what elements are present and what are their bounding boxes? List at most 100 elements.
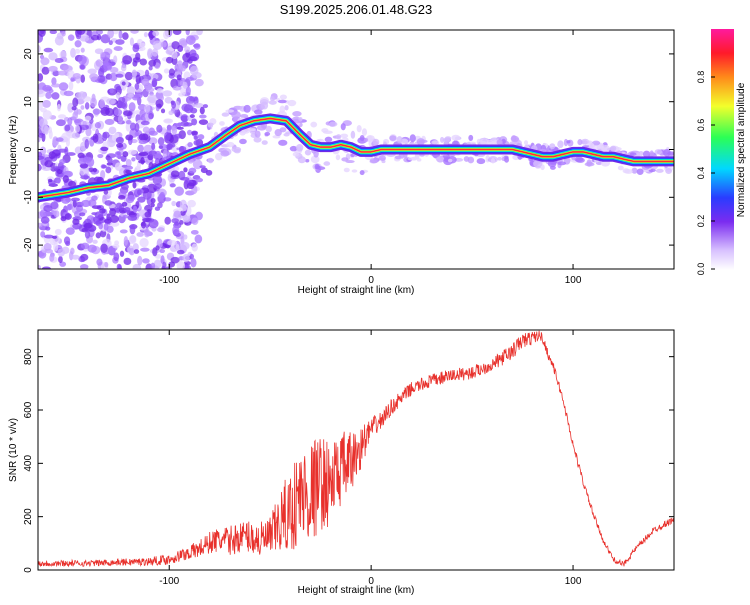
spectrogram-noise-blob bbox=[180, 114, 189, 123]
spectrogram-noise-blob bbox=[340, 133, 349, 139]
colorbar-tick-label: 0.6 bbox=[696, 119, 706, 132]
spectrogram-noise-blob bbox=[132, 243, 139, 252]
spectrogram-noise-blob bbox=[118, 195, 126, 200]
spectrogram-noise-blob bbox=[154, 153, 162, 158]
spectrogram-noise-blob bbox=[68, 81, 74, 91]
spectrogram-noise-blob bbox=[136, 232, 144, 237]
spectrogram-noise-blob bbox=[71, 254, 80, 260]
spectrogram-noise-blob bbox=[152, 30, 160, 37]
spectrogram-noise-blob bbox=[369, 157, 379, 164]
spectrogram-noise-blob bbox=[190, 107, 198, 114]
spectrogram-noise-blob bbox=[38, 155, 45, 160]
spectrogram-noise-blob bbox=[243, 104, 251, 113]
spectrogram-noise-blob bbox=[132, 57, 141, 63]
spectrogram-noise-blob bbox=[292, 111, 302, 117]
spectrogram-noise-blob bbox=[67, 102, 75, 113]
spectrogram-noise-blob bbox=[44, 248, 54, 254]
spectrogram-noise-blob bbox=[176, 126, 184, 130]
spectrogram-noise-blob bbox=[83, 222, 93, 229]
spectrogram-noise-blob bbox=[463, 156, 470, 162]
spectrogram-noise-blob bbox=[100, 52, 106, 58]
spectrogram-noise-blob bbox=[54, 228, 62, 236]
spectrogram-noise-blob bbox=[48, 52, 58, 61]
spectrogram-noise-blob bbox=[68, 180, 77, 188]
spectrogram-ridge bbox=[38, 113, 674, 203]
spectrogram-noise-blob bbox=[171, 125, 178, 136]
spectrogram-noise-blob bbox=[134, 122, 140, 133]
spectrogram-noise-blob bbox=[172, 225, 180, 236]
spectrogram-noise-blob bbox=[47, 126, 53, 134]
snr-frame bbox=[37, 329, 675, 571]
spectrogram-noise-blob bbox=[389, 135, 397, 142]
colorbar-tick-label: 0.4 bbox=[696, 167, 706, 180]
spectrogram-noise-blob bbox=[447, 158, 453, 163]
snr-xtick-label: -100 bbox=[159, 576, 179, 587]
spectrogram-noise-blob bbox=[289, 145, 298, 152]
spectrogram-noise-blob bbox=[103, 189, 109, 195]
spectrogram-noise-blob bbox=[49, 254, 55, 262]
spectrogram-noise-blob bbox=[163, 30, 170, 40]
spectrogram-noise-blob bbox=[225, 109, 235, 113]
spectrogram-noise-blob bbox=[189, 49, 197, 57]
snr-ytick-label: 0 bbox=[23, 567, 34, 573]
spectrogram-noise-blob bbox=[194, 234, 203, 244]
spectrogram-noise-blob bbox=[100, 34, 111, 44]
spectrogram-noise-blob bbox=[190, 229, 199, 235]
spectrogram-noise-blob bbox=[160, 41, 167, 48]
spectrogram-noise-blob bbox=[144, 211, 152, 218]
spectrogram-noise-blob bbox=[287, 99, 297, 107]
spectrogram-noise-blob bbox=[480, 138, 489, 146]
spectrogram-noise-blob bbox=[185, 76, 194, 82]
spectrogram-noise-blob bbox=[71, 106, 77, 111]
spectrogram-noise-blob bbox=[197, 134, 205, 140]
spectrogram-noise-blob bbox=[90, 34, 100, 41]
spectrogram-noise-blob bbox=[137, 144, 144, 153]
spectrogram-noise-blob bbox=[106, 98, 117, 105]
snr-axes: -100 0 100 0 200 400 600 800 bbox=[23, 330, 674, 587]
spectrogram-noise-blob bbox=[100, 243, 108, 254]
spectrogram-noise-blob bbox=[143, 104, 151, 113]
spectrogram-noise-blob bbox=[177, 63, 184, 73]
spectrogram-noise-blob bbox=[115, 202, 123, 210]
spectrogram-noise-blob bbox=[581, 140, 588, 145]
spectrogram-noise-blob bbox=[147, 48, 153, 59]
snr-ytick-label: 400 bbox=[23, 455, 34, 472]
spectrogram-xtick-label: 100 bbox=[565, 275, 582, 286]
spectrogram-noise-blob bbox=[335, 154, 341, 161]
spectrogram-noise-blob bbox=[44, 160, 54, 168]
spectrogram-noise-blob bbox=[407, 157, 418, 161]
spectrogram-noise-blob bbox=[171, 51, 178, 60]
spectrogram-noise-blob bbox=[82, 121, 87, 126]
spectrogram-noise-blob bbox=[253, 136, 262, 143]
spectrogram-noise-blob bbox=[53, 242, 59, 252]
spectrogram-noise-blob bbox=[179, 220, 184, 225]
spectrogram-noise-blob bbox=[226, 141, 235, 148]
spectrogram-noise-blob bbox=[109, 72, 118, 82]
spectrogram-noise-blob bbox=[179, 199, 187, 209]
spectrogram-noise-blob bbox=[208, 124, 214, 128]
spectrogram-noise-blob bbox=[101, 164, 107, 169]
spectrogram-noise-blob bbox=[185, 35, 196, 45]
spectrogram-noise-blob bbox=[168, 261, 176, 268]
colorbar-ticks: 0.0 0.2 0.4 0.6 0.8 bbox=[696, 71, 715, 275]
spectrogram-noise-blob bbox=[112, 244, 120, 249]
spectrogram-scatter bbox=[38, 30, 674, 269]
spectrogram-noise-blob bbox=[187, 142, 193, 148]
spectrogram-noise-blob bbox=[157, 227, 165, 233]
spectrogram-noise-blob bbox=[314, 163, 320, 170]
spectrogram-noise-blob bbox=[140, 120, 150, 126]
spectrogram-noise-blob bbox=[665, 167, 673, 174]
spectrogram-noise-blob bbox=[38, 30, 46, 37]
spectrogram-noise-blob bbox=[129, 225, 136, 235]
spectrogram-noise-blob bbox=[164, 216, 171, 225]
spectrogram-noise-blob bbox=[191, 130, 199, 136]
spectrogram-noise-blob bbox=[114, 132, 120, 139]
spectrogram-noise-blob bbox=[191, 118, 198, 126]
spectrogram-noise-blob bbox=[359, 135, 365, 142]
spectrogram-noise-blob bbox=[167, 239, 178, 246]
spectrogram-noise-blob bbox=[125, 134, 134, 141]
spectrogram-noise-blob bbox=[57, 248, 65, 257]
spectrogram-noise-blob bbox=[351, 169, 358, 173]
spectrogram-noise-blob bbox=[123, 110, 133, 117]
spectrogram-noise-blob bbox=[557, 161, 567, 166]
